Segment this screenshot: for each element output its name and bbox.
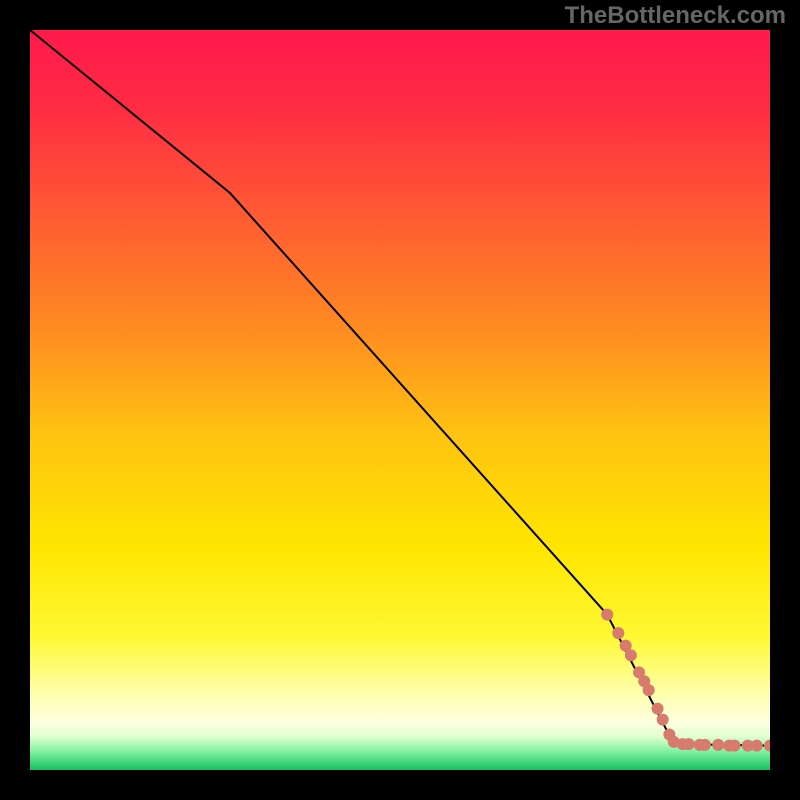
chart-svg (30, 30, 770, 770)
scatter-point (728, 740, 740, 752)
watermark-text: TheBottleneck.com (565, 2, 786, 30)
scatter-point (657, 714, 669, 726)
scatter-point (652, 703, 664, 715)
scatter-point (712, 739, 724, 751)
scatter-point (751, 740, 763, 752)
chart-plot-area (30, 30, 770, 770)
chart-background (30, 30, 770, 770)
scatter-point (643, 684, 655, 696)
scatter-point (699, 739, 711, 751)
scatter-point (601, 609, 613, 621)
scatter-point (625, 649, 637, 661)
scatter-point (683, 738, 695, 750)
scatter-point (612, 627, 624, 639)
